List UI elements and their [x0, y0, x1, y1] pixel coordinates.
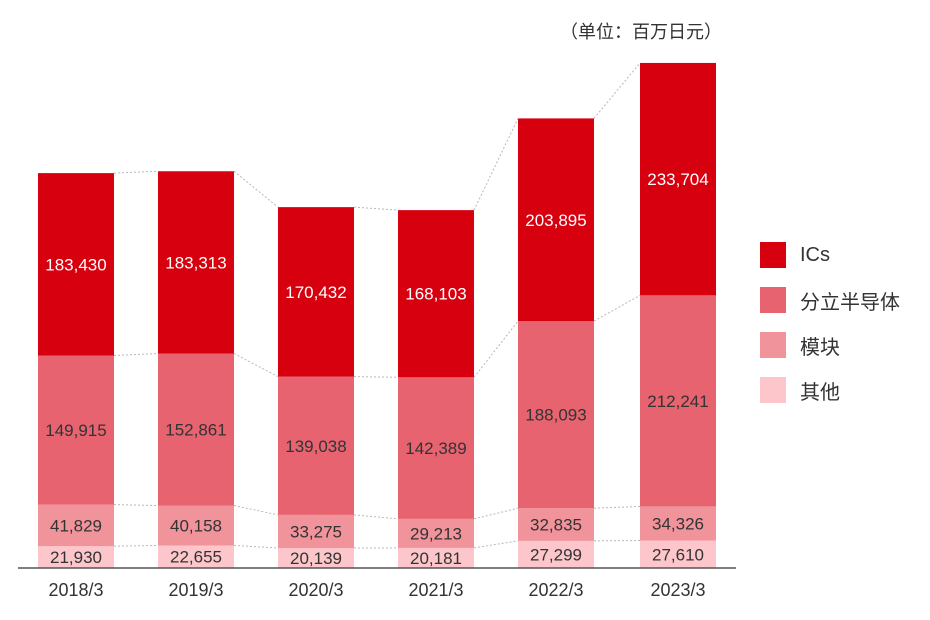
value-label-discrete-2021-3: 142,389 [405, 439, 466, 458]
legend-item-module: 模块 [760, 330, 900, 360]
value-label-discrete-2020-3: 139,038 [285, 437, 346, 456]
bar-other-2021-3 [398, 547, 474, 568]
value-label-module-2018-3: 41,829 [50, 516, 102, 535]
value-label-ics-2019-3: 183,313 [165, 253, 226, 272]
connector-module-4 [473, 507, 519, 520]
connector-ics-1 [113, 170, 159, 174]
connector-other-1 [113, 544, 159, 547]
bar-discrete-2020-3 [278, 376, 354, 515]
bar-discrete-2023-3 [640, 295, 716, 507]
x-tick-label-2023-3: 2023/3 [650, 580, 705, 600]
value-label-module-2020-3: 33,275 [290, 522, 342, 541]
legend-swatch-other [760, 377, 786, 403]
connector-module-5 [593, 505, 641, 509]
legend-swatch-discrete [760, 287, 786, 313]
connector-module-1 [113, 504, 159, 507]
connector-discrete-2 [233, 353, 279, 378]
connector-module-2 [233, 505, 279, 516]
value-label-ics-2022-3: 203,895 [525, 211, 586, 230]
bar-ics-2022-3 [518, 118, 594, 322]
connector-ics-2 [233, 170, 279, 208]
bar-discrete-2021-3 [398, 377, 474, 519]
legend-item-ics: ICs [760, 240, 900, 270]
legend-label-module: 模块 [800, 336, 840, 359]
unit-label: （单位：百万日元） [560, 22, 722, 42]
bar-discrete-2019-3 [158, 353, 234, 506]
legend-label-discrete: 分立半导体 [800, 291, 900, 314]
bar-module-2021-3 [398, 518, 474, 548]
bar-other-2018-3 [38, 546, 114, 568]
x-tick-label-2018-3: 2018/3 [48, 580, 103, 600]
value-label-ics-2023-3: 233,704 [647, 170, 708, 189]
connector-ics-5 [593, 62, 641, 119]
value-label-module-2019-3: 40,158 [170, 517, 222, 536]
bar-module-2022-3 [518, 508, 594, 541]
value-label-ics-2021-3: 168,103 [405, 285, 466, 304]
bar-module-2020-3 [278, 514, 354, 548]
connector-discrete-4 [473, 320, 519, 378]
value-label-module-2023-3: 34,326 [652, 514, 704, 533]
legend-swatch-module [760, 332, 786, 358]
x-tick-label-2020-3: 2020/3 [288, 580, 343, 600]
bar-other-2019-3 [158, 545, 234, 568]
legend-swatch-ics [760, 242, 786, 268]
connector-ics-4 [473, 118, 519, 211]
connector-ics-3 [353, 206, 399, 211]
value-label-module-2021-3: 29,213 [410, 524, 462, 543]
bar-module-2023-3 [640, 506, 716, 541]
x-tick-label-2019-3: 2019/3 [168, 580, 223, 600]
bar-ics-2020-3 [278, 207, 354, 377]
value-label-other-2021-3: 20,181 [410, 549, 462, 568]
connector-other-2 [233, 544, 279, 549]
value-label-ics-2020-3: 170,432 [285, 283, 346, 302]
connector-discrete-1 [113, 353, 159, 357]
legend-label-other: 其他 [800, 381, 840, 404]
chart-legend: ICs 分立半导体 模块 其他 [760, 240, 900, 420]
bar-other-2023-3 [640, 540, 716, 568]
value-label-discrete-2022-3: 188,093 [525, 406, 586, 425]
bar-discrete-2018-3 [38, 355, 114, 505]
value-label-discrete-2023-3: 212,241 [647, 392, 708, 411]
value-label-other-2020-3: 20,139 [290, 549, 342, 568]
bar-module-2018-3 [38, 504, 114, 547]
x-tick-label-2021-3: 2021/3 [408, 580, 463, 600]
bar-module-2019-3 [158, 505, 234, 546]
bar-discrete-2022-3 [518, 321, 594, 509]
bar-ics-2019-3 [158, 171, 234, 354]
value-label-module-2022-3: 32,835 [530, 516, 582, 535]
value-label-other-2023-3: 27,610 [652, 545, 704, 564]
value-label-ics-2018-3: 183,430 [45, 255, 106, 274]
value-label-other-2018-3: 21,930 [50, 548, 102, 567]
value-label-other-2022-3: 27,299 [530, 545, 582, 564]
bar-other-2020-3 [278, 547, 354, 568]
x-tick-label-2022-3: 2022/3 [528, 580, 583, 600]
value-label-discrete-2019-3: 152,861 [165, 421, 226, 440]
connector-module-3 [353, 514, 399, 520]
connector-discrete-5 [593, 294, 641, 322]
value-label-discrete-2018-3: 149,915 [45, 421, 106, 440]
bar-ics-2021-3 [398, 210, 474, 378]
value-label-other-2019-3: 22,655 [170, 548, 222, 567]
bar-ics-2023-3 [640, 62, 716, 296]
connector-discrete-3 [353, 376, 399, 378]
legend-label-ics: ICs [800, 243, 830, 266]
bar-ics-2018-3 [38, 173, 114, 356]
bar-other-2022-3 [518, 540, 594, 568]
connector-other-4 [473, 540, 519, 549]
legend-item-other: 其他 [760, 375, 900, 405]
legend-item-discrete: 分立半导体 [760, 285, 900, 315]
